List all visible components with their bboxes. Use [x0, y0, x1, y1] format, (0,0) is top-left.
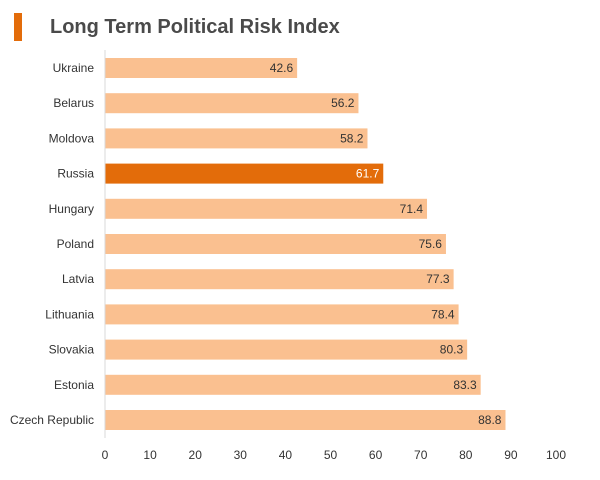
value-label-slovakia: 80.3	[440, 343, 464, 357]
value-label-hungary: 71.4	[400, 202, 424, 216]
category-label-belarus: Belarus	[53, 96, 94, 110]
x-tick-label-50: 50	[324, 448, 338, 462]
title-accent-bar	[14, 13, 22, 41]
category-label-hungary: Hungary	[49, 202, 94, 216]
category-label-slovakia: Slovakia	[49, 343, 95, 357]
x-tick-label-20: 20	[189, 448, 203, 462]
category-label-estonia: Estonia	[54, 378, 94, 392]
x-tick-label-70: 70	[414, 448, 428, 462]
bar-moldova	[105, 128, 368, 149]
bar-latvia	[105, 269, 454, 290]
category-label-lithuania: Lithuania	[45, 307, 94, 321]
value-label-belarus: 56.2	[331, 96, 355, 110]
chart-title: Long Term Political Risk Index	[50, 16, 340, 38]
value-label-estonia: 83.3	[453, 378, 477, 392]
bar-hungary	[105, 198, 428, 219]
x-tick-label-30: 30	[234, 448, 248, 462]
value-label-latvia: 77.3	[426, 272, 450, 286]
value-label-poland: 75.6	[419, 237, 443, 251]
category-label-poland: Poland	[57, 237, 94, 251]
x-tick-label-90: 90	[504, 448, 518, 462]
value-label-russia: 61.7	[356, 167, 380, 181]
category-label-ukraine: Ukraine	[53, 61, 95, 75]
bar-slovakia	[105, 339, 468, 360]
bars-group	[105, 58, 506, 430]
category-label-russia: Russia	[57, 167, 94, 181]
bar-poland	[105, 234, 446, 254]
category-label-czech-republic: Czech Republic	[10, 413, 94, 427]
value-label-moldova: 58.2	[340, 131, 364, 145]
category-label-moldova: Moldova	[49, 131, 95, 145]
x-axis-ticks: 0 10 20 30 40 50 60 70 80 90 100	[102, 448, 567, 462]
bar-lithuania	[105, 304, 459, 325]
category-label-latvia: Latvia	[62, 272, 94, 286]
bar-ukraine	[105, 58, 298, 78]
value-labels: 42.6 56.2 58.2 61.7 71.4 75.6 77.3 78.4 80.3 83.3…	[270, 61, 502, 427]
bar-estonia	[105, 374, 481, 395]
bar-belarus	[105, 93, 359, 114]
x-tick-label-60: 60	[369, 448, 383, 462]
bar-russia	[105, 163, 384, 184]
value-label-ukraine: 42.6	[270, 61, 294, 75]
category-labels: Ukraine Belarus Moldova Russia Hungary Poland…	[10, 61, 94, 427]
value-label-czech-republic: 88.8	[478, 413, 502, 427]
x-tick-label-10: 10	[143, 448, 157, 462]
x-tick-label-0: 0	[102, 448, 109, 462]
x-tick-label-40: 40	[279, 448, 293, 462]
x-tick-label-80: 80	[459, 448, 473, 462]
x-tick-label-100: 100	[546, 448, 566, 462]
value-label-lithuania: 78.4	[431, 307, 455, 321]
bar-czech-republic	[105, 410, 506, 430]
